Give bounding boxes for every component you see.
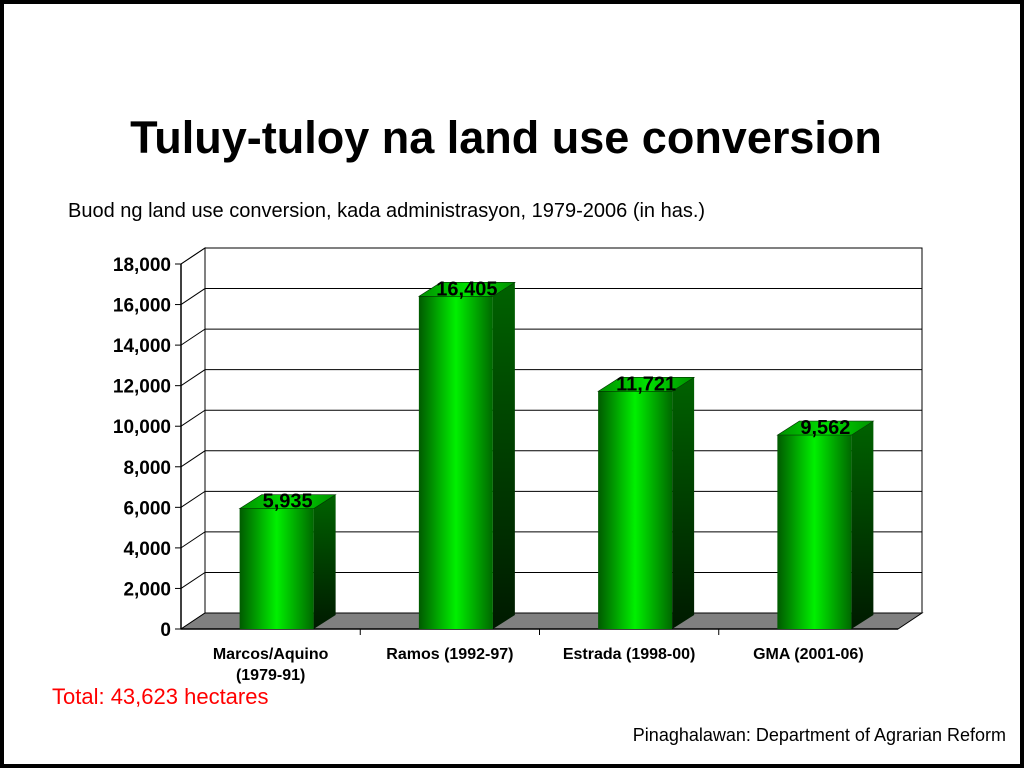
- bar-side: [313, 494, 336, 629]
- bar-front: [777, 435, 852, 629]
- bar-side: [672, 377, 695, 629]
- bar-top: [417, 282, 516, 297]
- x-tick-label: GMA (2001-06): [753, 646, 864, 663]
- chart-side-wall: [180, 247, 206, 630]
- gridline: [180, 247, 922, 265]
- bar: [417, 282, 516, 629]
- y-tick-label: 12,000: [113, 377, 171, 398]
- bar-value-label: 5,935: [263, 491, 313, 513]
- gridline: [180, 369, 922, 387]
- bar-front: [239, 508, 314, 629]
- bar: [597, 377, 696, 629]
- y-tick-label: 6,000: [123, 498, 171, 519]
- x-tick-label: (1979-91): [236, 667, 305, 684]
- bar-top: [238, 494, 337, 509]
- y-tick-label: 14,000: [113, 336, 171, 357]
- bar-top: [597, 377, 696, 392]
- gridline: [180, 328, 922, 346]
- y-tick-label: 16,000: [113, 296, 171, 317]
- bar-front: [598, 391, 673, 629]
- gridline: [180, 288, 922, 305]
- bar-value-label: 16,405: [436, 278, 497, 300]
- bar-value-label: 9,562: [800, 417, 850, 439]
- y-tick-label: 18,000: [113, 255, 171, 276]
- x-tick-label: Ramos (1992-97): [386, 646, 513, 663]
- y-tick-label: 2,000: [123, 579, 171, 600]
- source-note: Pinaghalawan: Department of Agrarian Ref…: [632, 725, 1006, 745]
- x-tick-label: Marcos/Aquino: [213, 646, 329, 663]
- total-note: Total: 43,623 hectares: [52, 684, 269, 709]
- y-tick-label: 8,000: [123, 458, 171, 479]
- chart-subtitle: Buod ng land use conversion, kada admini…: [68, 200, 706, 222]
- bar-side: [492, 282, 515, 629]
- y-tick-label: 0: [160, 620, 171, 641]
- bar-top: [776, 420, 875, 436]
- x-tick-label: Estrada (1998-00): [563, 646, 696, 663]
- bar-value-label: 11,721: [616, 373, 676, 395]
- bar: [776, 420, 875, 629]
- bar: [238, 494, 337, 629]
- y-tick-label: 4,000: [123, 539, 171, 560]
- bar-side: [851, 421, 874, 629]
- slide-title: Tuluy-tuloy na land use conversion: [130, 112, 882, 163]
- y-tick-label: 10,000: [113, 417, 171, 438]
- bar-front: [418, 296, 493, 629]
